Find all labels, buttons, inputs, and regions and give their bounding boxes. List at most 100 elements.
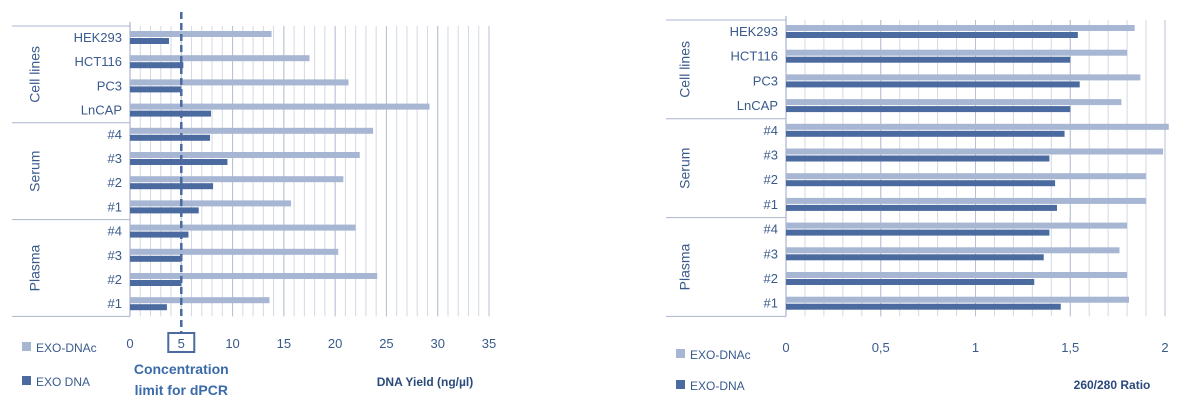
bar-exo-dnac <box>786 173 1147 180</box>
bar-exo-dna <box>786 180 1056 187</box>
category-label: #3 <box>108 151 122 166</box>
category-label: #3 <box>108 248 122 263</box>
x-tick-label: 0 <box>782 340 789 355</box>
bar-exo-dnac <box>786 99 1122 106</box>
x-tick-label: 20 <box>328 336 342 351</box>
x-tick-label: 10 <box>225 336 239 351</box>
bar-exo-dna <box>786 229 1050 236</box>
bar-exo-dna <box>786 81 1080 88</box>
legend-label: EXO DNA <box>36 375 90 389</box>
x-tick-label: 1 <box>972 340 979 355</box>
bar-exo-dna <box>130 231 189 238</box>
bar-exo-dnac <box>130 200 292 207</box>
bar-exo-dna <box>786 155 1050 162</box>
category-label: HEK293 <box>74 30 122 45</box>
category-label: HEK293 <box>730 24 778 39</box>
category-label: #1 <box>764 197 778 212</box>
dpcr-limit-box-label: 5 <box>178 336 185 351</box>
bar-exo-dna <box>130 304 167 311</box>
category-label: #3 <box>764 246 778 261</box>
group-label: Plasma <box>27 244 43 291</box>
category-label: #4 <box>764 123 778 138</box>
bar-exo-dna <box>130 62 184 69</box>
bar-exo-dnac <box>786 74 1141 81</box>
x-tick-label: 35 <box>482 336 496 351</box>
bar-exo-dnac <box>786 148 1164 155</box>
bar-exo-dnac <box>130 79 349 86</box>
bar-exo-dnac <box>786 123 1169 130</box>
group-label: Plasma <box>677 243 693 290</box>
dpcr-limit-box <box>167 332 196 353</box>
legend-swatch-exo-dnac <box>22 342 31 351</box>
legend-label: EXO-DNA <box>690 379 745 393</box>
category-label: #4 <box>108 224 122 239</box>
bar-exo-dnac <box>130 273 378 279</box>
category-label: #2 <box>764 271 778 286</box>
legend-swatch-exo-dna <box>22 376 31 385</box>
category-label: #1 <box>108 296 122 311</box>
category-label: #4 <box>764 222 778 237</box>
group-label: Serum <box>677 148 693 189</box>
bar-exo-dna <box>130 38 169 44</box>
bar-exo-dnac <box>786 222 1128 229</box>
bar-exo-dna <box>786 204 1057 211</box>
category-label: HCT116 <box>75 54 122 69</box>
bar-exo-dnac <box>786 272 1128 278</box>
bar-exo-dnac <box>130 248 339 255</box>
bar-exo-dnac <box>786 49 1128 56</box>
bar-exo-dna <box>130 110 212 117</box>
bar-exo-dnac <box>786 296 1129 303</box>
bar-exo-dnac <box>130 297 270 304</box>
bar-exo-dnac <box>130 127 374 134</box>
bar-exo-dnac <box>130 55 310 62</box>
bar-exo-dna <box>130 207 199 214</box>
category-label: HCT116 <box>731 49 778 64</box>
bar-exo-dnac <box>786 197 1147 204</box>
dpcr-limit-note-line1: Concentration <box>134 361 229 377</box>
bar-exo-dna <box>786 32 1078 38</box>
bar-exo-dnac <box>786 247 1120 254</box>
bar-exo-dnac <box>130 152 360 158</box>
group-label: Cell lines <box>27 46 43 103</box>
category-label: #1 <box>108 199 122 214</box>
bar-exo-dnac <box>786 25 1135 31</box>
x-axis-title: 260/280 Ratio <box>1074 378 1151 392</box>
category-label: #2 <box>108 175 122 190</box>
category-label: PC3 <box>97 78 122 93</box>
bar-exo-dna <box>786 279 1035 285</box>
x-tick-label: 1,5 <box>1061 340 1079 355</box>
bar-exo-dnac <box>130 224 356 231</box>
x-tick-label: 30 <box>430 336 444 351</box>
x-axis-title: DNA Yield (ng/µl) <box>377 375 473 389</box>
x-tick-label: 2 <box>1161 340 1168 355</box>
bar-exo-dna <box>130 86 182 93</box>
bar-exo-dnac <box>130 31 272 37</box>
bar-exo-dna <box>786 56 1071 63</box>
category-label: #2 <box>764 172 778 187</box>
bar-exo-dna <box>786 106 1071 113</box>
bar-exo-dna <box>130 255 182 262</box>
bar-exo-dna <box>130 134 211 141</box>
legend-swatch-exo-dna <box>676 380 685 389</box>
bar-exo-dnac <box>130 103 430 110</box>
bar-exo-dna <box>130 183 214 190</box>
legend-swatch-exo-dnac <box>676 349 685 358</box>
bar-exo-dna <box>786 303 1061 310</box>
x-tick-label: 0,5 <box>872 340 890 355</box>
x-tick-label: 0 <box>126 336 133 351</box>
legend-label: EXO-DNAc <box>36 341 97 355</box>
bar-exo-dna <box>130 280 182 286</box>
bar-exo-dnac <box>130 176 344 183</box>
category-label: #2 <box>108 272 122 287</box>
dpcr-limit-note-line2: limit for dPCR <box>135 382 228 398</box>
group-label: Cell lines <box>677 41 693 98</box>
bar-exo-dna <box>130 159 228 165</box>
bar-exo-dna <box>786 254 1044 261</box>
category-label: #3 <box>764 148 778 163</box>
category-label: LnCAP <box>81 103 122 118</box>
bar-exo-dna <box>786 130 1065 137</box>
category-label: LnCAP <box>737 98 778 113</box>
group-label: Serum <box>27 151 43 192</box>
x-tick-label: 25 <box>379 336 393 351</box>
